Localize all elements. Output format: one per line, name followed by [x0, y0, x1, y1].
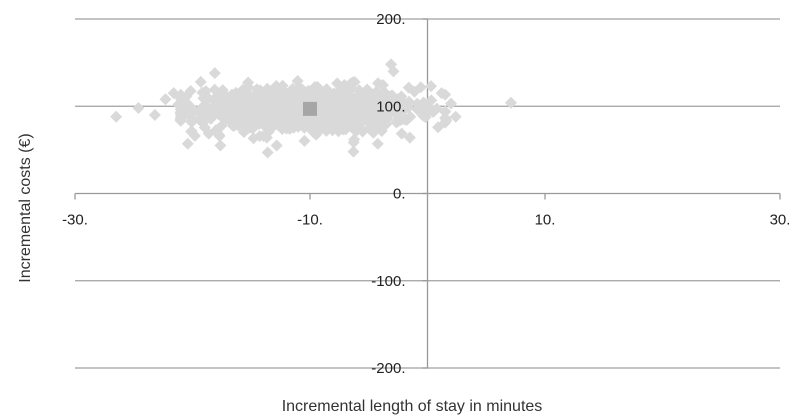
data-point: [208, 67, 221, 80]
data-point: [256, 118, 269, 131]
data-point: [271, 83, 284, 96]
data-point: [370, 85, 383, 98]
y-axis-title: Incremental costs (€): [17, 133, 34, 282]
data-point: [375, 125, 388, 138]
data-point: [209, 96, 222, 109]
data-point: [449, 110, 462, 123]
data-point: [403, 95, 416, 108]
data-point: [285, 101, 298, 114]
data-point: [259, 128, 272, 141]
data-point: [250, 112, 263, 125]
x-tick-label: -10.: [297, 212, 323, 229]
data-point: [435, 87, 448, 100]
data-point: [212, 128, 225, 141]
data-point: [242, 76, 255, 89]
data-point: [336, 92, 349, 105]
data-point: [305, 123, 318, 136]
data-point: [260, 103, 273, 116]
data-point: [291, 84, 304, 97]
data-point: [376, 78, 389, 91]
x-tick-label: 10.: [535, 212, 556, 229]
data-point: [281, 111, 294, 124]
data-point: [378, 106, 391, 119]
data-point: [408, 85, 421, 98]
data-point: [326, 124, 339, 137]
data-point: [174, 114, 187, 127]
data-point: [238, 105, 251, 118]
data-point: [398, 103, 411, 116]
data-point: [254, 84, 267, 97]
x-tick-label: 30.: [770, 212, 791, 229]
data-point: [274, 102, 287, 115]
data-point: [348, 133, 361, 146]
data-point: [110, 110, 123, 123]
data-point: [445, 97, 457, 110]
data-point: [148, 108, 161, 121]
data-point: [270, 139, 283, 152]
y-tick-label: 0.: [393, 186, 406, 203]
axes: [74, 18, 781, 369]
data-point: [197, 92, 210, 105]
data-point: [355, 124, 368, 137]
data-point: [348, 124, 361, 137]
data-point: [305, 114, 318, 127]
y-tick-label: 200.: [376, 11, 405, 28]
data-point: [346, 118, 359, 131]
data-point: [184, 84, 197, 97]
data-point: [422, 105, 435, 118]
data-point: [298, 134, 311, 147]
data-point: [167, 87, 180, 100]
data-point: [504, 96, 517, 109]
data-point: [403, 131, 416, 144]
data-point: [367, 126, 380, 139]
data-point: [344, 92, 357, 105]
data-point: [392, 115, 405, 128]
data-point: [159, 93, 172, 106]
y-tick-label: 100.: [376, 98, 405, 115]
data-point: [347, 145, 360, 158]
y-tick-label: -200.: [371, 360, 405, 377]
data-point: [172, 98, 185, 111]
data-point: [193, 105, 206, 118]
data-point: [440, 114, 453, 127]
data-point: [320, 100, 333, 113]
tick-labels: -30. -10. 10. 30. 200. 100. 0. -100. -200.: [62, 11, 790, 377]
data-point: [385, 58, 398, 71]
data-point: [181, 137, 194, 150]
mean-point: [303, 101, 317, 116]
data-point: [371, 137, 384, 150]
data-point: [132, 101, 145, 114]
data-point: [292, 112, 305, 125]
data-point: [214, 139, 227, 152]
data-point: [247, 132, 260, 145]
data-point: [347, 103, 360, 116]
data-point: [216, 102, 229, 115]
data-point: [185, 115, 198, 128]
data-point: [432, 121, 445, 134]
data-point: [261, 146, 274, 159]
y-tick-label: -100.: [371, 273, 405, 290]
data-point: [334, 110, 347, 123]
data-point: [425, 80, 438, 93]
data-point: [395, 127, 408, 140]
data-point: [392, 95, 405, 108]
data-point: [208, 108, 221, 121]
data-point: [174, 107, 187, 120]
data-point: [198, 121, 211, 134]
data-point: [323, 90, 336, 103]
data-point: [230, 87, 243, 100]
data-point: [400, 113, 413, 126]
data-point: [251, 105, 264, 118]
data-point: [194, 75, 207, 88]
x-axis-title: Incremental length of stay in minutes: [282, 398, 543, 415]
data-point: [359, 112, 372, 125]
data-point: [368, 98, 381, 111]
data-point: [311, 85, 324, 98]
data-point: [226, 108, 239, 121]
data-points: [110, 58, 517, 159]
data-point: [188, 129, 201, 142]
x-tick-label: -30.: [62, 212, 88, 229]
